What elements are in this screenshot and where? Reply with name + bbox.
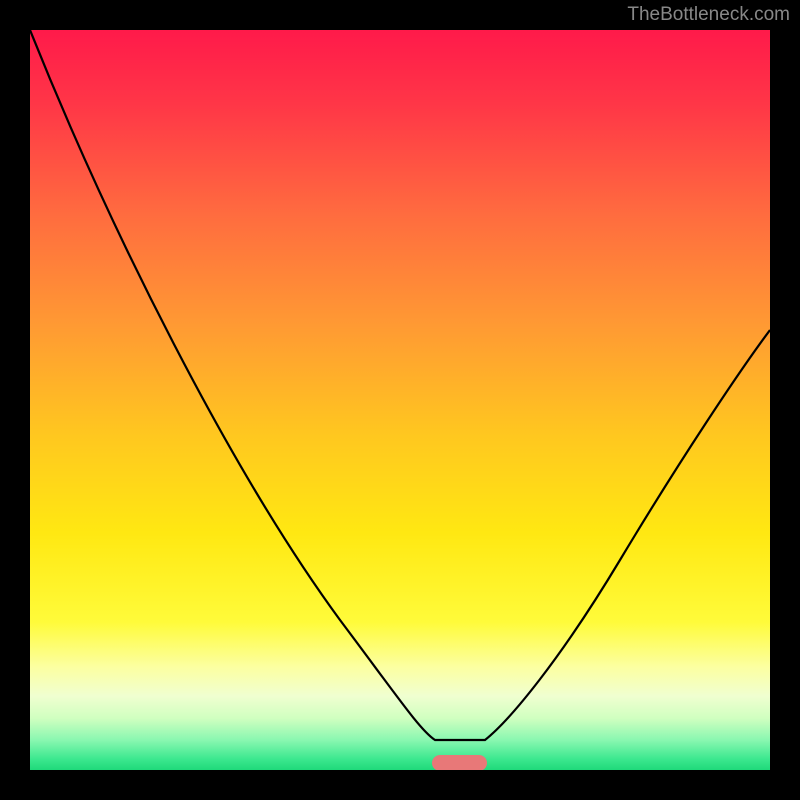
optimal-marker <box>432 755 487 771</box>
frame-left <box>0 0 30 800</box>
plot-area <box>30 30 770 770</box>
watermark-text: TheBottleneck.com <box>627 4 790 26</box>
bottleneck-curve <box>30 30 770 770</box>
frame-right <box>770 0 800 800</box>
bottleneck-chart: TheBottleneck.com <box>0 0 800 800</box>
frame-bottom <box>0 770 800 800</box>
